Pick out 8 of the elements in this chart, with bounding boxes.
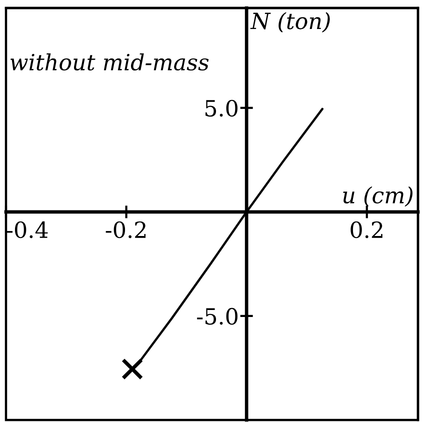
y-tick-label: 5.0 (205, 100, 238, 117)
x-tick-label: -0.2 (106, 221, 146, 238)
x-tick-label: 0.2 (350, 221, 382, 238)
y-tick-label: -5.0 (197, 308, 238, 325)
x-tick-label: -0.4 (6, 221, 48, 238)
annotation: without mid-mass (10, 53, 209, 71)
y-axis-title: N (ton) (250, 12, 330, 32)
x-axis-title: u (cm) (343, 186, 412, 207)
